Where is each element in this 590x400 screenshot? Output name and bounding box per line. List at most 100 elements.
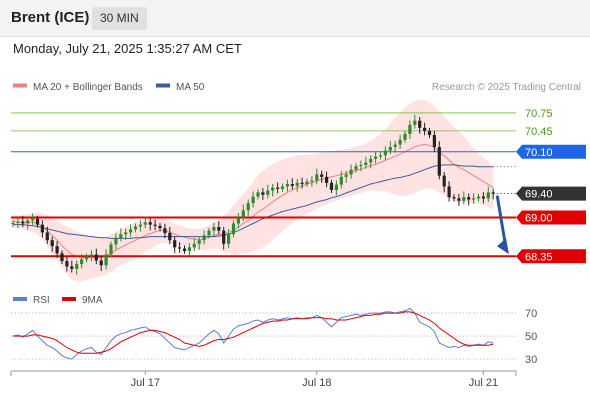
candle bbox=[80, 254, 84, 269]
candle-body bbox=[290, 184, 294, 186]
ma20-line bbox=[12, 144, 494, 258]
candle bbox=[266, 184, 270, 199]
candle bbox=[276, 182, 280, 194]
candle-body bbox=[11, 222, 15, 225]
candle bbox=[182, 245, 187, 254]
candle-body bbox=[271, 187, 275, 191]
resistance-label-1: 70.45 bbox=[525, 126, 553, 138]
candle-body bbox=[378, 155, 383, 157]
candle bbox=[187, 242, 191, 257]
candle bbox=[344, 170, 348, 183]
candle-body bbox=[472, 198, 476, 200]
rsi-tick-label-0: 70 bbox=[525, 308, 537, 320]
candle bbox=[388, 141, 392, 155]
candle bbox=[119, 228, 123, 242]
candle-body bbox=[168, 233, 172, 241]
candle-body bbox=[222, 230, 226, 244]
candle-body bbox=[467, 197, 471, 200]
ma50-line bbox=[13, 164, 494, 239]
candle-body bbox=[251, 196, 255, 204]
candle bbox=[143, 216, 147, 229]
candle bbox=[472, 193, 476, 204]
candle bbox=[354, 163, 358, 173]
legend-swatch-0 bbox=[13, 83, 27, 88]
candle bbox=[241, 204, 245, 222]
candle bbox=[114, 233, 118, 250]
candle-body bbox=[217, 227, 221, 231]
candle-body bbox=[187, 247, 191, 251]
candle-body bbox=[192, 243, 196, 248]
candle bbox=[300, 177, 304, 189]
candle bbox=[256, 189, 260, 200]
candle-body bbox=[310, 180, 314, 182]
pivot-tag bbox=[516, 144, 586, 159]
candle bbox=[486, 186, 490, 203]
candle-body bbox=[408, 124, 412, 134]
candle bbox=[261, 187, 265, 200]
rsi-ma9-line bbox=[13, 311, 494, 354]
candle-body bbox=[383, 150, 387, 156]
candle bbox=[124, 228, 128, 241]
candle bbox=[462, 191, 466, 205]
candle bbox=[280, 183, 285, 192]
candle bbox=[251, 191, 255, 208]
candle bbox=[133, 223, 138, 233]
candle bbox=[11, 219, 15, 228]
candle bbox=[432, 130, 436, 153]
candle-body bbox=[280, 186, 285, 189]
candle bbox=[94, 248, 98, 265]
interval-button[interactable]: 30 MIN bbox=[92, 7, 147, 30]
candle-body bbox=[276, 187, 280, 189]
candle-body bbox=[388, 146, 392, 151]
candle bbox=[202, 230, 206, 245]
candle bbox=[104, 249, 108, 270]
candle-body bbox=[300, 182, 304, 185]
candle bbox=[374, 151, 378, 164]
candle bbox=[349, 164, 353, 179]
candle bbox=[217, 221, 221, 235]
candle bbox=[158, 222, 162, 232]
candle bbox=[109, 241, 113, 258]
candle-body bbox=[305, 181, 309, 185]
candle bbox=[75, 260, 79, 275]
candle bbox=[271, 183, 275, 197]
candle bbox=[427, 127, 432, 139]
candle bbox=[481, 192, 485, 204]
candle-body bbox=[320, 174, 324, 177]
candle-body bbox=[452, 197, 456, 199]
candle-body bbox=[491, 192, 495, 194]
rsi-legend-label-1: 9MA bbox=[82, 295, 103, 306]
candle-body bbox=[212, 227, 216, 231]
rsi-tick-label-1: 50 bbox=[525, 331, 537, 343]
candle-body bbox=[104, 254, 108, 266]
candle bbox=[178, 242, 182, 253]
candle-body bbox=[21, 221, 25, 224]
candle-body bbox=[143, 222, 147, 225]
candle bbox=[148, 218, 152, 231]
forecast-arrow-shaft bbox=[495, 195, 508, 249]
candle bbox=[50, 236, 54, 253]
candle-body bbox=[266, 190, 270, 195]
candle-body bbox=[393, 144, 397, 147]
candle bbox=[383, 146, 387, 161]
candle bbox=[168, 227, 172, 244]
candle-body bbox=[481, 196, 485, 199]
candle-body bbox=[364, 162, 368, 165]
candle-body bbox=[89, 254, 93, 257]
candle bbox=[236, 213, 240, 229]
candle-body bbox=[432, 135, 436, 147]
candle-body bbox=[26, 220, 30, 224]
candle-body bbox=[197, 240, 201, 244]
candle-body bbox=[153, 224, 157, 226]
candle bbox=[315, 168, 319, 185]
candle bbox=[476, 193, 481, 202]
candle bbox=[423, 122, 427, 136]
x-tick-label-1: Jul 18 bbox=[302, 377, 331, 389]
candle-body bbox=[114, 237, 118, 245]
candle-body bbox=[99, 260, 103, 266]
header-bar: Brent (ICE) 30 MIN bbox=[0, 0, 590, 37]
candle bbox=[70, 260, 74, 273]
symbol-title: Brent (ICE) bbox=[11, 9, 90, 26]
candle-body bbox=[403, 133, 407, 140]
